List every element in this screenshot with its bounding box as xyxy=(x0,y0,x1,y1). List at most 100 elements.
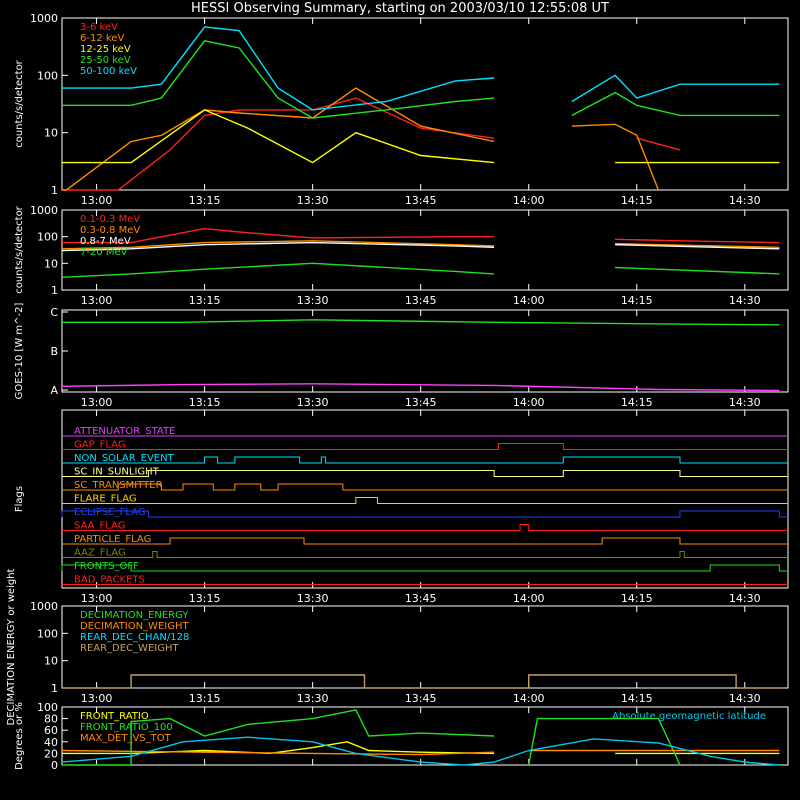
series-line xyxy=(62,674,780,689)
x-tick-label: 14:15 xyxy=(621,194,653,207)
y-tick-label: 1 xyxy=(51,682,58,695)
chart-title: HESSI Observing Summary, starting on 200… xyxy=(191,1,609,16)
series-line xyxy=(62,709,681,766)
y-tick-label: 80 xyxy=(44,713,58,726)
flag-label: NON_SOLAR_EVENT xyxy=(74,453,175,464)
x-tick-label: 13:45 xyxy=(405,294,437,307)
y-axis-label: GOES-10 [W m^-2] xyxy=(14,303,25,400)
flag-line xyxy=(62,483,788,491)
x-tick-label: 13:30 xyxy=(297,294,329,307)
series-line xyxy=(62,319,780,326)
legend-entry: DECIMATION_ENERGY xyxy=(80,610,189,621)
legend-entry: MAX_DET_VS_TOT xyxy=(80,733,172,744)
flag-line xyxy=(62,456,788,464)
flag-line xyxy=(62,551,788,558)
y-axis-label: counts/s/detector xyxy=(14,59,25,147)
flag-line xyxy=(62,443,788,450)
legend-entry: FRONT_RATIO_100 xyxy=(80,722,173,733)
x-tick-label: 13:45 xyxy=(405,592,437,605)
series-line xyxy=(61,736,780,766)
flag-label: SAA_FLAG xyxy=(74,521,125,532)
series-line xyxy=(62,87,660,191)
x-tick-label: 13:30 xyxy=(297,592,329,605)
flag-label: ECLIPSE_FLAG xyxy=(74,507,145,518)
legend-entry: FRONT_RATIO xyxy=(80,711,149,722)
series-line xyxy=(61,240,780,250)
x-tick-label: 14:00 xyxy=(513,692,545,705)
y-tick-label: 10 xyxy=(44,257,58,270)
y-axis-label: Degrees or % xyxy=(14,702,25,770)
series-line xyxy=(62,97,681,191)
flag-label: ATTENUATOR_STATE xyxy=(74,426,175,437)
series-line xyxy=(61,262,780,278)
y-tick-label: 1 xyxy=(51,184,58,197)
flag-label: SC_IN_SUNLIGHT xyxy=(74,467,160,478)
x-tick-label: 14:00 xyxy=(513,396,545,409)
y-tick-label: 0 xyxy=(51,759,58,772)
flag-label: PARTICLE_FLAG xyxy=(74,534,151,545)
x-tick-label: 13:00 xyxy=(81,396,113,409)
x-tick-label: 14:15 xyxy=(621,592,653,605)
series-line xyxy=(61,383,780,392)
flag-line xyxy=(62,537,788,545)
x-tick-label: 13:45 xyxy=(405,396,437,409)
y-tick-label: 10 xyxy=(44,127,58,140)
legend-entry: DECIMATION_WEIGHT xyxy=(80,621,189,632)
y-tick-label: 100 xyxy=(37,627,58,640)
x-tick-label: 13:00 xyxy=(81,194,113,207)
legend-entry: 0.8-7 MeV xyxy=(80,236,131,247)
flag-label: SC_TRANSMITTER xyxy=(74,480,163,491)
flag-label: FLARE_FLAG xyxy=(74,494,137,505)
y-axis-label: DECIMATION ENERGY or weight xyxy=(6,568,17,725)
flag-line xyxy=(62,497,788,504)
panel-frame xyxy=(61,17,789,191)
y-tick-label: 1000 xyxy=(30,204,58,217)
y-tick-label: 10 xyxy=(44,655,58,668)
flag-label: BAD_PACKETS xyxy=(74,575,145,586)
series-line xyxy=(61,749,780,756)
x-tick-label: 14:00 xyxy=(513,294,545,307)
legend-entry: 3-6 keV xyxy=(80,22,118,33)
series-line xyxy=(61,241,780,252)
y-axis-label: Flags xyxy=(14,486,25,512)
x-tick-label: 14:30 xyxy=(729,692,761,705)
y-tick-label: B xyxy=(50,345,58,358)
x-tick-label: 14:00 xyxy=(513,592,545,605)
y-tick-label: 100 xyxy=(37,701,58,714)
x-tick-label: 14:15 xyxy=(621,294,653,307)
flag-label: AAZ_FLAG xyxy=(74,548,126,559)
x-tick-label: 13:15 xyxy=(189,396,221,409)
y-tick-label: 60 xyxy=(44,724,58,737)
x-tick-label: 14:30 xyxy=(729,294,761,307)
legend-entry: 50-100 keV xyxy=(80,66,137,77)
panel-frame xyxy=(61,409,789,589)
x-tick-label: 13:15 xyxy=(189,194,221,207)
y-tick-label: 1 xyxy=(51,284,58,297)
series-line xyxy=(62,109,780,164)
flag-line xyxy=(61,564,788,572)
flag-line xyxy=(62,524,788,531)
x-tick-label: 13:45 xyxy=(405,194,437,207)
x-tick-label: 13:15 xyxy=(189,294,221,307)
y-tick-label: C xyxy=(50,306,58,319)
x-tick-label: 13:00 xyxy=(81,294,113,307)
legend-entry: 0.1-0.3 MeV xyxy=(80,214,140,225)
x-tick-label: 13:45 xyxy=(405,692,437,705)
x-tick-label: 13:00 xyxy=(81,692,113,705)
y-tick-label: A xyxy=(50,384,58,397)
y-tick-label: 100 xyxy=(37,69,58,82)
x-tick-label: 13:15 xyxy=(189,592,221,605)
x-tick-label: 13:15 xyxy=(189,692,221,705)
y-axis-label: counts/s/detector xyxy=(14,205,25,293)
y-tick-label: 40 xyxy=(44,736,58,749)
x-tick-label: 14:15 xyxy=(621,396,653,409)
series-line xyxy=(62,40,780,119)
annotation-label: Absolute geomagnetic latitude xyxy=(612,711,766,722)
legend-entry: REAR_DEC_CHAN/128 xyxy=(80,632,189,643)
y-tick-label: 1000 xyxy=(30,12,58,25)
panel-frame xyxy=(61,706,789,766)
legend-entry: 0.3-0.8 MeV xyxy=(80,225,140,236)
legend-entry: 7-20 MeV xyxy=(80,247,128,258)
panel-frame xyxy=(61,209,789,291)
